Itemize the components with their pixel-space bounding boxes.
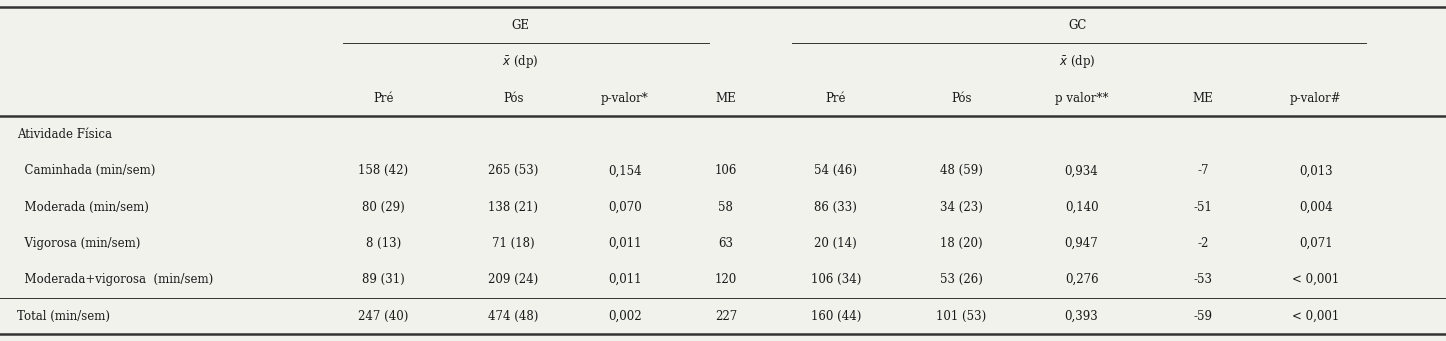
Text: 54 (46): 54 (46)	[814, 164, 857, 177]
Text: Pré: Pré	[826, 92, 846, 105]
Text: GC: GC	[1069, 19, 1086, 32]
Text: -2: -2	[1197, 237, 1209, 250]
Text: 0,276: 0,276	[1064, 273, 1099, 286]
Text: < 0,001: < 0,001	[1293, 273, 1339, 286]
Text: Atividade Física: Atividade Física	[17, 128, 113, 141]
Text: 209 (24): 209 (24)	[489, 273, 538, 286]
Text: Pré: Pré	[373, 92, 393, 105]
Text: $\bar{x}$ (dp): $\bar{x}$ (dp)	[502, 53, 539, 70]
Text: 86 (33): 86 (33)	[814, 201, 857, 214]
Text: ME: ME	[716, 92, 736, 105]
Text: -53: -53	[1193, 273, 1213, 286]
Text: 0,070: 0,070	[607, 201, 642, 214]
Text: 63: 63	[719, 237, 733, 250]
Text: 0,947: 0,947	[1064, 237, 1099, 250]
Text: 106 (34): 106 (34)	[811, 273, 860, 286]
Text: -7: -7	[1197, 164, 1209, 177]
Text: 106: 106	[714, 164, 737, 177]
Text: Moderada (min/sem): Moderada (min/sem)	[17, 201, 149, 214]
Text: -59: -59	[1193, 310, 1213, 323]
Text: 101 (53): 101 (53)	[937, 310, 986, 323]
Text: 247 (40): 247 (40)	[359, 310, 408, 323]
Text: 227: 227	[714, 310, 737, 323]
Text: Vigorosa (min/sem): Vigorosa (min/sem)	[17, 237, 140, 250]
Text: $\bar{x}$ (dp): $\bar{x}$ (dp)	[1058, 53, 1096, 70]
Text: < 0,001: < 0,001	[1293, 310, 1339, 323]
Text: 18 (20): 18 (20)	[940, 237, 983, 250]
Text: 158 (42): 158 (42)	[359, 164, 408, 177]
Text: 58: 58	[719, 201, 733, 214]
Text: 0,140: 0,140	[1064, 201, 1099, 214]
Text: 138 (21): 138 (21)	[489, 201, 538, 214]
Text: ME: ME	[1193, 92, 1213, 105]
Text: -51: -51	[1193, 201, 1213, 214]
Text: 80 (29): 80 (29)	[362, 201, 405, 214]
Text: Total (min/sem): Total (min/sem)	[17, 310, 110, 323]
Text: 0,011: 0,011	[607, 237, 642, 250]
Text: 120: 120	[714, 273, 737, 286]
Text: 48 (59): 48 (59)	[940, 164, 983, 177]
Text: 0,002: 0,002	[607, 310, 642, 323]
Text: 53 (26): 53 (26)	[940, 273, 983, 286]
Text: 0,393: 0,393	[1064, 310, 1099, 323]
Text: Pós: Pós	[951, 92, 972, 105]
Text: 89 (31): 89 (31)	[362, 273, 405, 286]
Text: 0,004: 0,004	[1299, 201, 1333, 214]
Text: 0,934: 0,934	[1064, 164, 1099, 177]
Text: Moderada+vigorosa  (min/sem): Moderada+vigorosa (min/sem)	[17, 273, 214, 286]
Text: 34 (23): 34 (23)	[940, 201, 983, 214]
Text: 20 (14): 20 (14)	[814, 237, 857, 250]
Text: Pós: Pós	[503, 92, 523, 105]
Text: 474 (48): 474 (48)	[489, 310, 538, 323]
Text: Caminhada (min/sem): Caminhada (min/sem)	[17, 164, 156, 177]
Text: p valor**: p valor**	[1056, 92, 1108, 105]
Text: GE: GE	[512, 19, 529, 32]
Text: 265 (53): 265 (53)	[489, 164, 538, 177]
Text: 0,154: 0,154	[607, 164, 642, 177]
Text: 0,071: 0,071	[1299, 237, 1333, 250]
Text: 160 (44): 160 (44)	[811, 310, 860, 323]
Text: 0,011: 0,011	[607, 273, 642, 286]
Text: 0,013: 0,013	[1299, 164, 1333, 177]
Text: p-valor*: p-valor*	[600, 92, 649, 105]
Text: 8 (13): 8 (13)	[366, 237, 401, 250]
Text: p-valor#: p-valor#	[1290, 92, 1342, 105]
Text: 71 (18): 71 (18)	[492, 237, 535, 250]
